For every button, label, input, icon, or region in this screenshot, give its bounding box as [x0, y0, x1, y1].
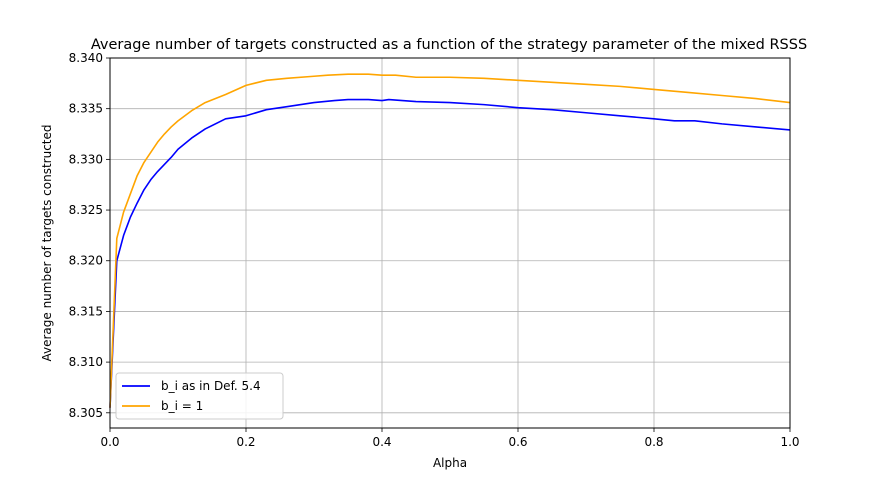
x-tick-label: 0.8 — [644, 435, 663, 449]
legend-box — [115, 372, 284, 420]
axis-ticks: 0.0 0.2 0.4 0.6 0.8 1.0 8.305 8.310 8.315 8.320 8.… — [69, 51, 800, 449]
chart-title: Average number of targets constructed as… — [91, 37, 807, 53]
y-tick-label: 8.320 — [69, 254, 103, 268]
legend-label-b-i-one: b_i = 1 — [161, 399, 203, 413]
x-tick-label: 0.4 — [372, 435, 391, 449]
y-tick-label: 8.310 — [69, 355, 103, 369]
series-line-b-i-def — [109, 98, 791, 408]
y-tick-label: 8.325 — [69, 203, 103, 217]
x-tick-label: 0.2 — [236, 435, 255, 449]
x-tick-label: 1.0 — [780, 435, 799, 449]
plot-area-frame — [109, 57, 791, 429]
legend-label-b-i-def: b_i as in Def. 5.4 — [161, 379, 261, 393]
x-tick-label: 0.6 — [508, 435, 527, 449]
y-tick-label: 8.340 — [69, 51, 103, 65]
y-tick-label: 8.330 — [69, 152, 103, 166]
y-tick-label: 8.315 — [69, 304, 103, 318]
x-tick-label: 0.0 — [100, 435, 119, 449]
y-tick-label: 8.305 — [69, 406, 103, 420]
legend: b_i as in Def. 5.4 b_i = 1 — [115, 372, 284, 420]
series-lines — [109, 73, 791, 408]
y-tick-label: 8.335 — [69, 102, 103, 116]
y-axis-label: Average number of targets constructed — [40, 124, 54, 361]
x-axis-label: Alpha — [433, 456, 467, 470]
series-line-b-i-one — [109, 73, 791, 408]
